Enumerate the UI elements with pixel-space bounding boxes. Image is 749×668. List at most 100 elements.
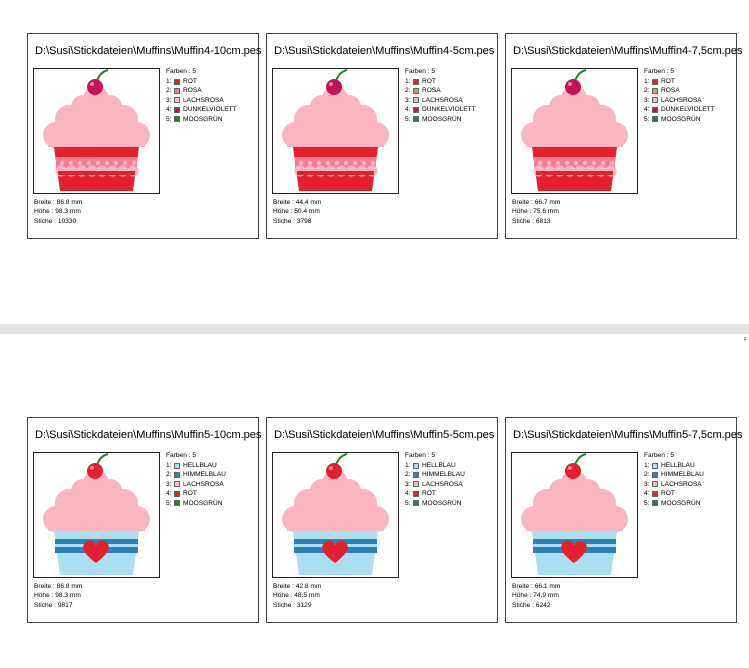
- heart: [561, 540, 587, 563]
- color-item: 3: LACHSROSA: [405, 96, 476, 105]
- frosting-base: [287, 515, 384, 531]
- color-list: Farben : 5 1: HELLBLAU 2: HIMMELBLAU 3: LACHSR…: [166, 451, 226, 508]
- color-number: 5:: [405, 499, 411, 507]
- band-dot: [122, 160, 128, 166]
- band-dot: [131, 160, 137, 166]
- color-name: HELLBLAU: [183, 461, 217, 469]
- stitches-value: 9817: [57, 601, 73, 609]
- height-value: 98.3 mm: [55, 208, 81, 216]
- cherry-stem: [96, 69, 109, 82]
- color-item: 2: ROSA: [166, 86, 237, 95]
- width-label: Breite :: [34, 199, 57, 206]
- color-swatch: [652, 88, 658, 95]
- color-number: 4:: [166, 106, 172, 114]
- color-name: MOOSGRÜN: [183, 499, 223, 507]
- color-swatch: [174, 472, 180, 479]
- cupcake-pink-image: [521, 69, 628, 191]
- frosting-base: [48, 131, 145, 147]
- color-item: 3: LACHSROSA: [166, 96, 237, 105]
- cherry-highlight: [90, 466, 94, 470]
- color-swatch: [174, 481, 180, 488]
- design-preview: [272, 68, 399, 194]
- color-name: LACHSROSA: [661, 480, 702, 488]
- color-swatch: [652, 500, 658, 507]
- stitches-value: 6813: [535, 217, 551, 225]
- color-name: ROT: [661, 77, 675, 85]
- color-swatch: [652, 116, 658, 123]
- file-path-title: D:\Susi\Stickdateien\Muffins\Muffin4-7,5…: [513, 45, 743, 57]
- color-name: DUNKELVIOLETT: [183, 106, 237, 114]
- design-info: Breite : 42.8 mm Höhe : 48.5 mm Stiche :…: [273, 582, 321, 610]
- color-item: 1: ROT: [405, 77, 476, 86]
- design-card: D:\Susi\Stickdateien\Muffins\Muffin4-10c…: [27, 33, 262, 239]
- wrapper-stripe: [58, 171, 135, 175]
- color-name: HIMMELBLAU: [422, 471, 465, 479]
- cherry-highlight: [568, 82, 572, 86]
- design-preview: [33, 68, 160, 194]
- stitches-label: Stiche :: [273, 217, 297, 225]
- cherry: [326, 463, 342, 479]
- cherry-stem: [335, 453, 348, 466]
- stitches-label: Stiche :: [512, 601, 536, 609]
- band-dot: [298, 160, 304, 166]
- color-number: 4:: [405, 106, 411, 114]
- page-mark: F: [743, 337, 747, 343]
- color-item: 5: MOOSGRÜN: [405, 499, 465, 508]
- cherry-highlight: [90, 82, 94, 86]
- color-number: 3:: [644, 480, 650, 488]
- stitches-label: Stiche :: [34, 217, 58, 225]
- band-dot: [361, 160, 367, 166]
- color-swatch: [652, 97, 658, 104]
- frosting-base: [526, 515, 623, 531]
- color-swatch: [174, 97, 180, 104]
- design-info: Breite : 86.8 mm Höhe : 98.3 mm Stiche :…: [34, 582, 82, 610]
- height-value: 48.5 mm: [294, 592, 320, 600]
- color-item: 2: HIMMELBLAU: [166, 470, 226, 479]
- stitches-label: Stiche :: [273, 601, 297, 609]
- width-label: Breite :: [34, 583, 57, 590]
- color-item: 1: HELLBLAU: [644, 461, 704, 470]
- band-dot: [609, 160, 615, 166]
- band-dot: [86, 160, 92, 166]
- color-swatch: [652, 78, 658, 85]
- cupcake-pink-image: [282, 69, 389, 191]
- width-label: Breite :: [273, 199, 296, 206]
- height-label: Höhe :: [34, 208, 56, 216]
- color-swatch: [413, 78, 419, 85]
- color-number: 5:: [644, 115, 650, 123]
- color-number: 3:: [166, 480, 172, 488]
- color-swatch: [174, 462, 180, 469]
- height-label: Höhe :: [273, 592, 295, 600]
- height-label: Höhe :: [512, 592, 534, 600]
- color-item: 2: ROSA: [644, 86, 715, 95]
- color-swatch: [413, 500, 419, 507]
- width-value: 66.1 mm: [534, 583, 561, 590]
- colors-count-label: Farben : 5: [644, 452, 675, 459]
- color-item: 2: HIMMELBLAU: [644, 470, 704, 479]
- color-swatch: [174, 490, 180, 497]
- color-name: MOOSGRÜN: [661, 499, 701, 507]
- design-info: Breite : 44.4 mm Höhe : 50.4 mm Stiche :…: [273, 198, 321, 226]
- colors-count-label: Farben : 5: [166, 68, 197, 75]
- design-preview: [511, 452, 638, 578]
- color-list: Farben : 5 1: HELLBLAU 2: HIMMELBLAU 3: LACHSR…: [644, 451, 704, 508]
- color-list: Farben : 5 1: ROT 2: ROSA 3: LACHSROSA 4: DUNKEL…: [405, 67, 476, 124]
- design-card: D:\Susi\Stickdateien\Muffins\Muffin5-5cm…: [266, 417, 498, 623]
- color-item: 1: ROT: [166, 77, 237, 86]
- cupcake-pink-image: [43, 69, 150, 191]
- band-dot: [307, 160, 313, 166]
- cupcake-blue-image: [43, 453, 150, 575]
- color-item: 1: HELLBLAU: [166, 461, 226, 470]
- color-name: ROT: [661, 490, 675, 498]
- color-name: MOOSGRÜN: [422, 115, 462, 123]
- band-dot: [343, 160, 349, 166]
- color-swatch: [174, 88, 180, 95]
- color-list: Farben : 5 1: ROT 2: ROSA 3: LACHSROSA 4: DUNKEL…: [166, 67, 237, 124]
- stitches-label: Stiche :: [512, 217, 536, 225]
- color-name: ROT: [422, 77, 436, 85]
- color-number: 2:: [166, 87, 172, 95]
- band-dot: [113, 160, 119, 166]
- color-swatch: [174, 78, 180, 85]
- color-list: Farben : 5 1: ROT 2: ROSA 3: LACHSROSA 4: DUNKEL…: [644, 67, 715, 124]
- design-info: Breite : 66.7 mm Höhe : 75.6 mm Stiche :…: [512, 198, 560, 226]
